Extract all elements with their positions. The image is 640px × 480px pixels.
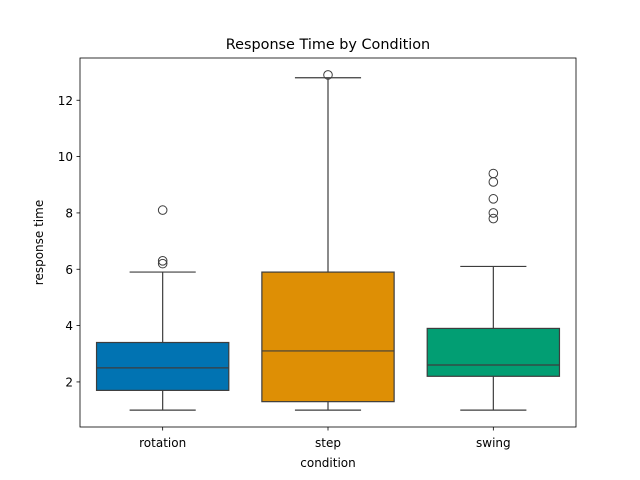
outlier-point xyxy=(157,205,168,215)
outlier-point xyxy=(157,258,168,269)
y-tick-label: 4 xyxy=(65,319,73,333)
iqr-box xyxy=(261,271,395,403)
y-tick-label: 10 xyxy=(58,150,73,164)
outlier-point xyxy=(157,256,168,266)
x-tick-label-swing: swing xyxy=(476,436,511,450)
outlier-point xyxy=(488,168,499,179)
y-tick-label: 6 xyxy=(65,263,73,277)
x-tick-label-step: step xyxy=(315,436,341,450)
chart-title: Response Time by Condition xyxy=(226,37,430,53)
y-tick-label: 8 xyxy=(65,206,73,220)
outlier-point xyxy=(323,70,333,80)
outlier-point xyxy=(488,177,499,187)
y-axis-label: response time xyxy=(32,200,46,285)
outlier-point xyxy=(488,208,499,218)
box-step xyxy=(261,70,395,411)
iqr-box xyxy=(95,341,230,391)
iqr-box xyxy=(426,327,561,377)
y-tick-label: 12 xyxy=(58,94,73,108)
outlier-point xyxy=(488,194,499,204)
y-axis: 2 4 6 8 10 12 xyxy=(58,94,80,389)
box-rotation xyxy=(95,205,230,411)
plot-area xyxy=(95,70,561,411)
outlier-point xyxy=(488,213,499,224)
x-axis: rotation step swing xyxy=(139,427,511,450)
box-swing xyxy=(426,168,561,411)
x-tick-label-rotation: rotation xyxy=(139,436,186,450)
x-axis-label: condition xyxy=(300,456,355,470)
y-tick-label: 2 xyxy=(65,375,73,389)
